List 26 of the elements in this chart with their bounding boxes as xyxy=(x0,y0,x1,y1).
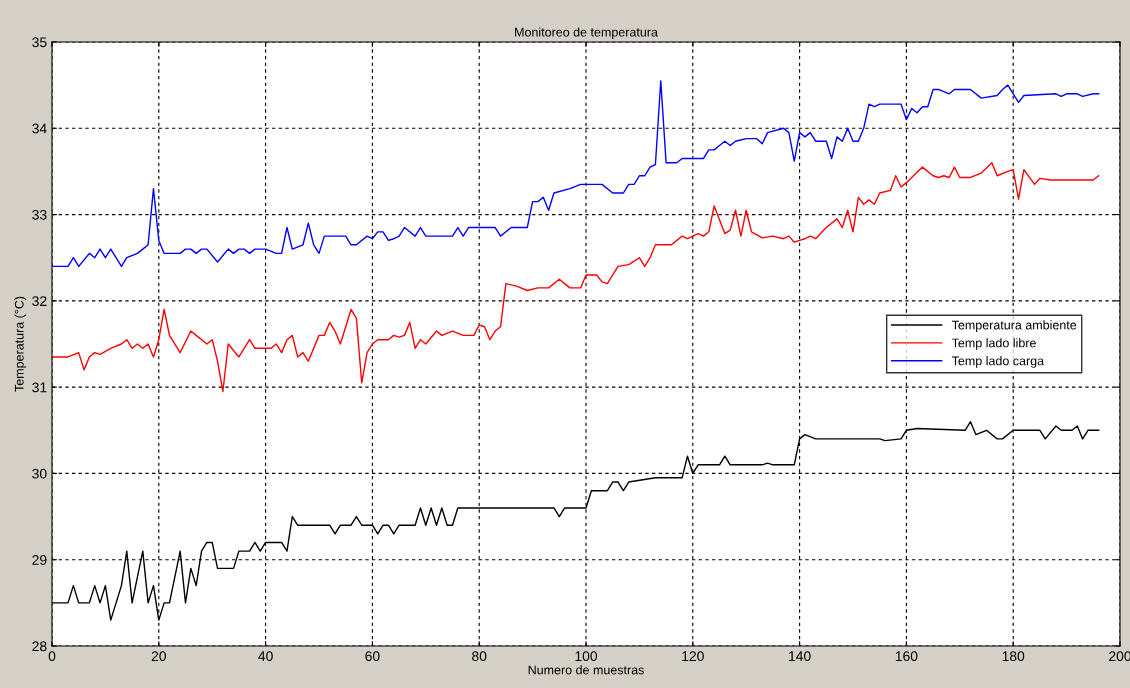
x-tick-label: 180 xyxy=(1002,651,1025,662)
x-tick-label: 40 xyxy=(258,651,273,662)
x-tick-label: 60 xyxy=(365,651,380,662)
y-tick-label: 30 xyxy=(32,468,47,479)
line-series xyxy=(52,162,1100,393)
y-tick-label: 35 xyxy=(32,37,47,48)
y-tick-label: 28 xyxy=(32,641,47,652)
x-tick-label: 160 xyxy=(895,651,918,662)
y-tick-label: 32 xyxy=(32,296,47,307)
y-tick-label: 34 xyxy=(32,123,47,134)
legend-label: Temp lado carga xyxy=(951,356,1045,368)
y-tick-label: 31 xyxy=(32,382,47,393)
x-axis-title: Numero de muestras xyxy=(528,665,644,675)
y-axis-title: Temperatura (°C) xyxy=(14,296,27,392)
y-tick-label: 33 xyxy=(32,209,47,220)
x-tick-label: 0 xyxy=(48,651,56,662)
x-tick-label: 80 xyxy=(472,651,487,662)
y-tick-label: 29 xyxy=(32,555,47,565)
chart-title: Monitoreo de temperatura xyxy=(515,27,658,40)
x-tick-label: 140 xyxy=(789,651,811,662)
x-tick-label: 20 xyxy=(151,651,166,662)
legend-label: Temp lado libre xyxy=(951,338,1036,350)
x-tick-label: 120 xyxy=(682,651,704,662)
legend-label: Temperatura ambiente xyxy=(951,320,1077,332)
x-tick-label: 100 xyxy=(575,651,598,662)
line-series xyxy=(52,80,1100,268)
